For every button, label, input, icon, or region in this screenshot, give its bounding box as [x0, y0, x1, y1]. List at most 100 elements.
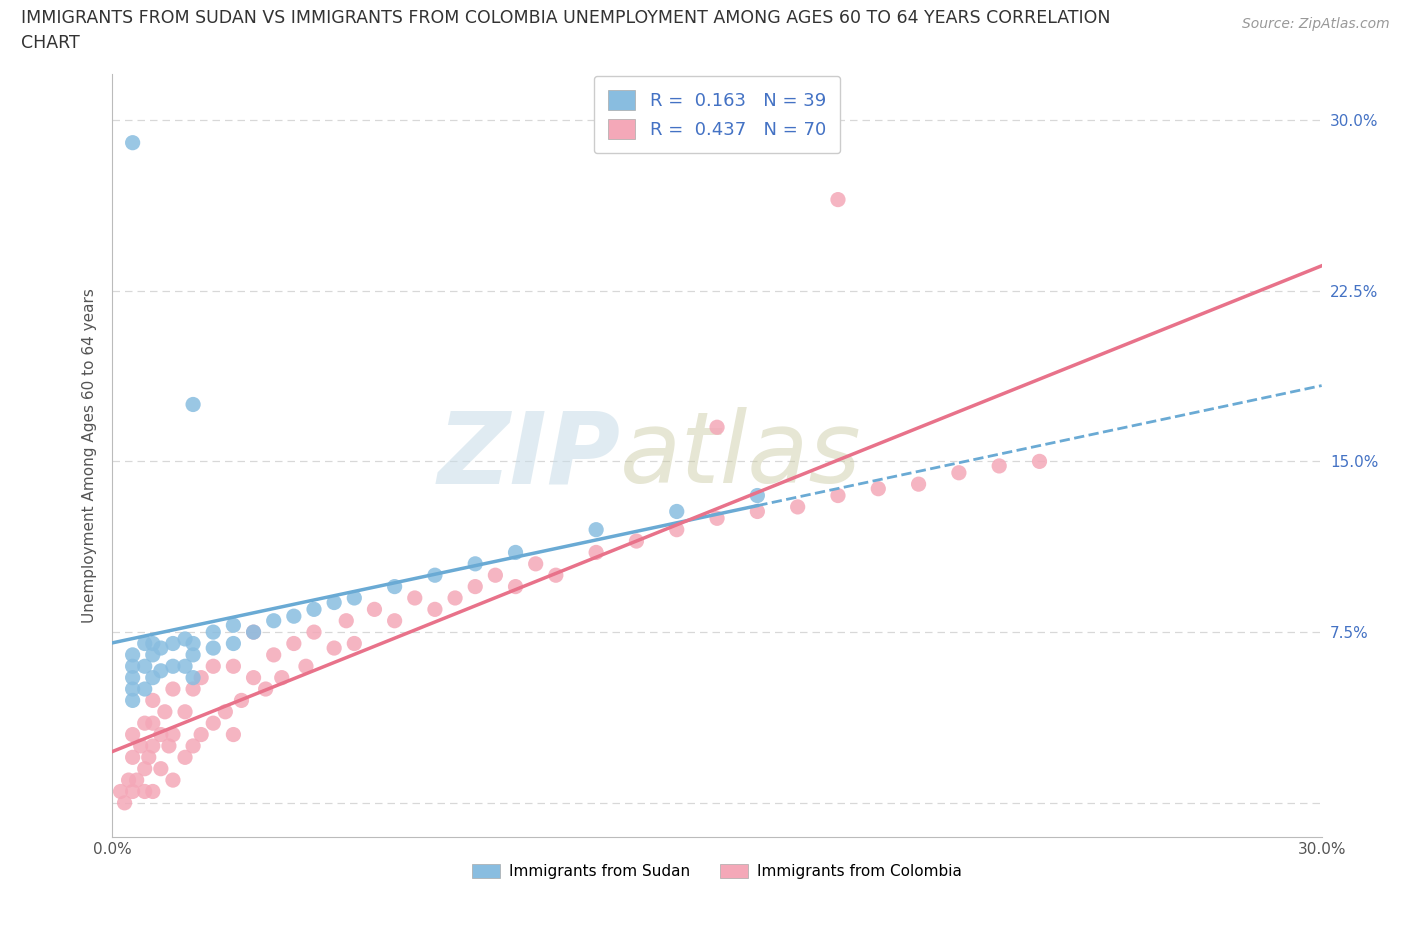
Point	[270, 671, 292, 685]
Point	[665, 523, 688, 538]
Point	[231, 693, 253, 708]
Point	[129, 738, 152, 753]
Point	[121, 658, 143, 673]
Point	[149, 727, 172, 742]
Point	[585, 523, 607, 538]
Point	[181, 636, 204, 651]
Point	[283, 609, 305, 624]
Point	[149, 641, 172, 656]
Point	[665, 504, 688, 519]
Point	[283, 636, 305, 651]
Point	[202, 658, 225, 673]
Text: atlas: atlas	[620, 407, 862, 504]
Point	[464, 579, 486, 594]
Point	[202, 716, 225, 731]
Point	[121, 727, 143, 742]
Point	[222, 658, 245, 673]
Point	[142, 784, 165, 799]
Point	[222, 618, 245, 632]
Point	[505, 545, 527, 560]
Point	[827, 488, 849, 503]
Point	[747, 504, 769, 519]
Point	[907, 477, 929, 492]
Point	[202, 625, 225, 640]
Point	[121, 682, 143, 697]
Text: Source: ZipAtlas.com: Source: ZipAtlas.com	[1241, 17, 1389, 31]
Y-axis label: Unemployment Among Ages 60 to 64 years: Unemployment Among Ages 60 to 64 years	[82, 288, 97, 623]
Point	[142, 693, 165, 708]
Point	[524, 556, 547, 571]
Point	[343, 636, 366, 651]
Point	[505, 579, 527, 594]
Point	[114, 795, 136, 810]
Point	[121, 693, 143, 708]
Point	[110, 784, 132, 799]
Point	[181, 671, 204, 685]
Point	[162, 773, 184, 788]
Point	[202, 641, 225, 656]
Point	[162, 682, 184, 697]
Point	[149, 663, 172, 678]
Point	[263, 647, 285, 662]
Point	[134, 716, 156, 731]
Point	[295, 658, 318, 673]
Point	[142, 738, 165, 753]
Point	[335, 613, 357, 628]
Point	[134, 784, 156, 799]
Point	[706, 511, 728, 525]
Point	[363, 602, 385, 617]
Point	[153, 704, 176, 719]
Text: CHART: CHART	[21, 34, 80, 52]
Point	[181, 647, 204, 662]
Point	[134, 762, 156, 777]
Point	[423, 602, 446, 617]
Point	[242, 671, 264, 685]
Point	[254, 682, 277, 697]
Point	[868, 481, 890, 496]
Point	[706, 419, 728, 434]
Point	[544, 568, 567, 583]
Point	[162, 727, 184, 742]
Point	[134, 682, 156, 697]
Point	[747, 488, 769, 503]
Point	[162, 636, 184, 651]
Point	[174, 750, 197, 764]
Point	[138, 750, 160, 764]
Point	[117, 773, 139, 788]
Point	[242, 625, 264, 640]
Point	[827, 193, 849, 207]
Point	[174, 658, 197, 673]
Point	[181, 397, 204, 412]
Point	[157, 738, 180, 753]
Point	[222, 727, 245, 742]
Point	[222, 636, 245, 651]
Point	[174, 704, 197, 719]
Point	[134, 658, 156, 673]
Point	[121, 784, 143, 799]
Point	[121, 671, 143, 685]
Point	[384, 579, 406, 594]
Text: IMMIGRANTS FROM SUDAN VS IMMIGRANTS FROM COLOMBIA UNEMPLOYMENT AMONG AGES 60 TO : IMMIGRANTS FROM SUDAN VS IMMIGRANTS FROM…	[21, 9, 1111, 27]
Point	[988, 458, 1011, 473]
Point	[190, 727, 212, 742]
Point	[142, 716, 165, 731]
Point	[190, 671, 212, 685]
Point	[263, 613, 285, 628]
Text: ZIP: ZIP	[437, 407, 620, 504]
Point	[423, 568, 446, 583]
Point	[174, 631, 197, 646]
Point	[121, 750, 143, 764]
Point	[948, 465, 970, 480]
Point	[142, 636, 165, 651]
Point	[142, 647, 165, 662]
Point	[464, 556, 486, 571]
Point	[214, 704, 236, 719]
Point	[181, 738, 204, 753]
Point	[242, 625, 264, 640]
Point	[384, 613, 406, 628]
Point	[181, 682, 204, 697]
Point	[484, 568, 506, 583]
Point	[626, 534, 648, 549]
Point	[149, 762, 172, 777]
Point	[323, 641, 346, 656]
